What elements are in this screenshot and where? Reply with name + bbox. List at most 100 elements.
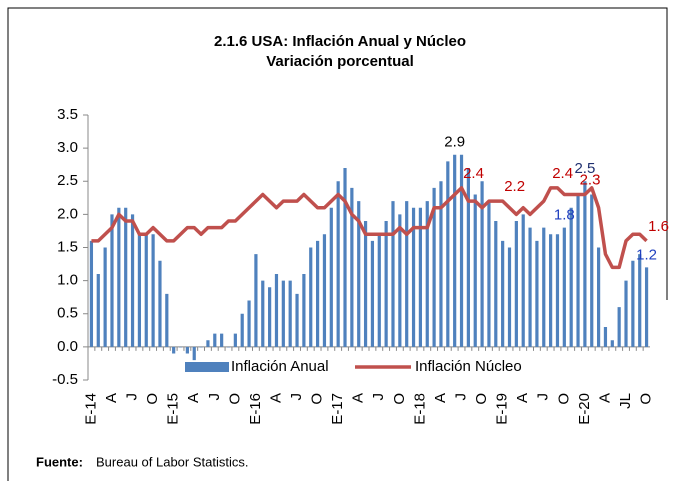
bar [185, 346, 189, 354]
bar [480, 181, 484, 347]
bar [281, 280, 285, 347]
bar [542, 227, 546, 347]
data-label: 1.8 [554, 207, 575, 224]
x-tick-label: E-14 [82, 393, 99, 425]
y-tick-label: 0.5 [57, 305, 78, 322]
data-label: 2.3 [580, 171, 601, 188]
bar [117, 207, 121, 347]
bar [247, 300, 251, 347]
bar [644, 267, 649, 347]
y-tick-label: 3.5 [57, 106, 78, 123]
bar [398, 214, 402, 347]
x-tick-label: O [555, 393, 572, 405]
bar [144, 234, 148, 347]
bar [274, 274, 279, 347]
bar [151, 234, 155, 347]
bar [466, 168, 470, 347]
x-tick-label: A [432, 393, 449, 403]
bar [535, 240, 539, 347]
x-tick-label: A [103, 393, 120, 403]
x-tick-label: O [309, 393, 326, 405]
x-tick-label: E-16 [247, 393, 264, 425]
x-tick-label: E-18 [411, 393, 428, 425]
bar [555, 234, 560, 347]
source-label: Fuente: [36, 454, 83, 469]
x-tick-label: A [596, 393, 613, 403]
y-tick-label: 1.5 [57, 238, 78, 255]
x-tick-label: E-19 [494, 393, 511, 425]
bar [268, 287, 272, 347]
x-tick-label: J [535, 393, 552, 401]
bar [425, 201, 429, 347]
x-tick-label: O [144, 393, 161, 405]
bar [514, 221, 518, 347]
bar [220, 333, 224, 347]
bar [631, 260, 635, 347]
bar [610, 340, 614, 347]
bar [576, 194, 580, 347]
source-text: Bureau of Labor Statistics. [96, 454, 248, 469]
legend-label: Inflación Núcleo [415, 358, 522, 375]
bar [501, 240, 505, 347]
data-label: 1.6 [648, 218, 669, 235]
bar [226, 346, 231, 348]
x-tick-label: A [350, 393, 367, 403]
bar [233, 333, 237, 347]
bar [432, 187, 436, 347]
bar [213, 333, 217, 347]
x-tick-label: A [267, 393, 284, 403]
y-tick-label: 2.5 [57, 172, 78, 189]
bar [617, 307, 621, 347]
bar [459, 154, 464, 347]
bar [192, 346, 196, 361]
line [91, 186, 648, 270]
bar [549, 234, 553, 347]
bar [178, 346, 183, 348]
data-label: 1.2 [636, 246, 657, 263]
x-tick-label: J [124, 393, 141, 401]
bar [521, 214, 525, 347]
bar [288, 280, 292, 347]
y-tick-label: 1.0 [57, 272, 78, 289]
bar [130, 214, 135, 347]
bar [487, 201, 491, 347]
data-label: 2.2 [504, 178, 525, 195]
x-tick-label: O [473, 393, 490, 405]
bar [240, 313, 244, 347]
bar [638, 254, 642, 347]
x-tick-label: JL [617, 393, 634, 409]
bar [329, 207, 333, 347]
bar [96, 274, 100, 347]
bar [315, 240, 320, 347]
bar [418, 207, 423, 347]
legend-label: Inflación Anual [231, 358, 329, 375]
bar [603, 327, 608, 347]
bar [309, 247, 313, 347]
bar [336, 181, 340, 347]
bar [507, 247, 512, 347]
data-label: 2.4 [552, 165, 573, 182]
bar [590, 194, 594, 347]
bar [124, 207, 128, 347]
x-tick-label: O [226, 393, 243, 405]
bar [391, 201, 395, 347]
bar [363, 221, 368, 347]
bar [494, 221, 498, 347]
bar [103, 247, 107, 347]
bar [569, 207, 573, 347]
frame [7, 7, 668, 481]
bar [583, 181, 587, 347]
bar [158, 260, 162, 347]
bar [165, 293, 169, 347]
x-tick-label: E-17 [329, 393, 346, 425]
bar [302, 274, 306, 347]
bar [357, 201, 361, 347]
bar [473, 194, 477, 347]
bar [110, 214, 114, 347]
bar [624, 280, 628, 347]
bar [439, 181, 443, 347]
y-tick-label: 3.0 [57, 139, 78, 156]
y-tick-label: 2.0 [57, 205, 78, 222]
bar [446, 161, 450, 347]
